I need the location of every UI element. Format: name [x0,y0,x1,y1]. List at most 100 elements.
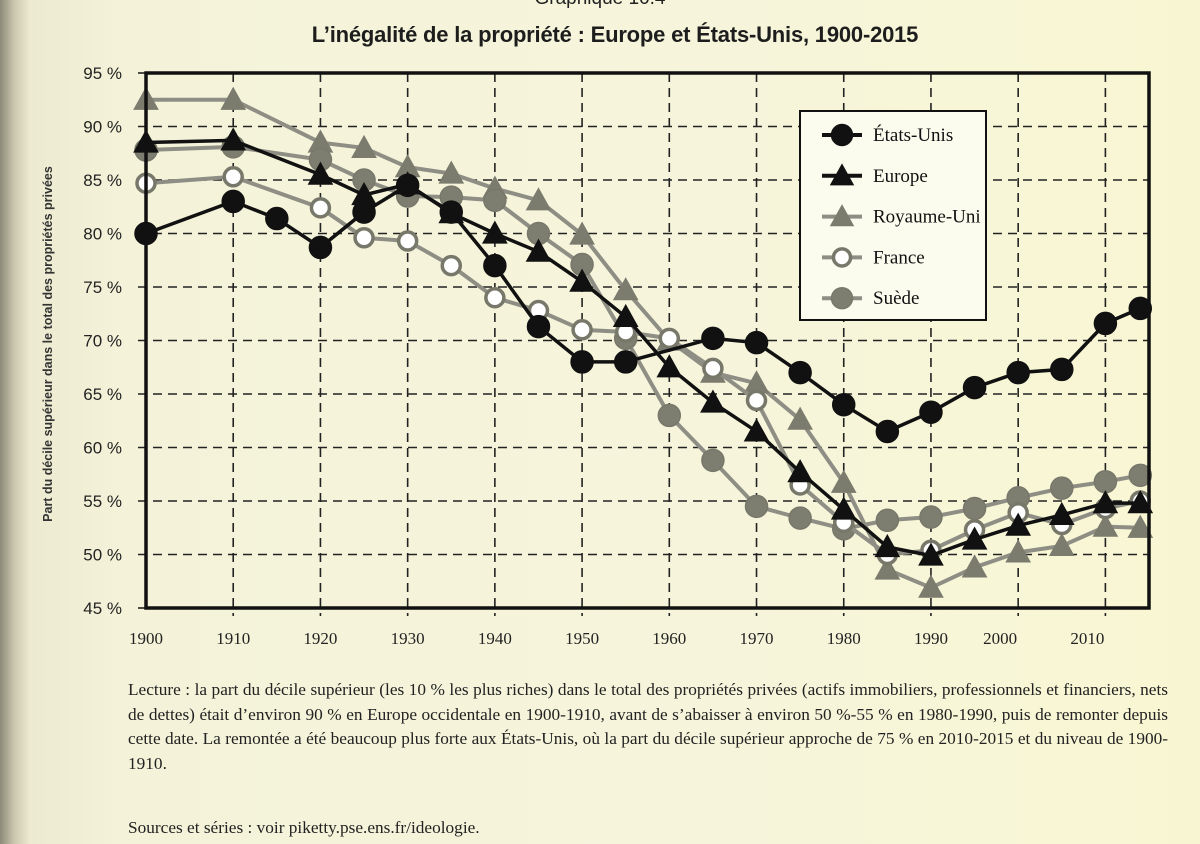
legend-label: États-Unis [873,124,953,146]
data-point [745,389,768,412]
data-point [788,360,812,385]
y-tick-label: 90 % [83,118,122,137]
data-point [613,350,638,374]
legend: États-Unis Europe Royaume-Uni France Suède [799,110,987,321]
y-tick-label: 45 % [83,599,122,618]
x-tick-label: 2010 [1070,629,1104,648]
data-point [961,526,988,550]
data-point [1092,490,1119,514]
x-tick-label: 1950 [565,629,599,648]
data-point [919,505,943,529]
data-point [569,268,595,292]
data-point [962,375,987,400]
line-chart: 45 % 50 % 55 % 60 % 65 % 70 % 75 % 80 % 85 % 90 %… [41,64,1154,648]
data-point [220,127,247,151]
data-point [220,86,247,110]
data-point [1006,360,1030,385]
data-point [831,392,856,417]
series-line [145,174,1141,557]
legend-label: Europe [873,166,928,187]
data-point [265,206,289,231]
x-tick-label: 1960 [652,629,686,648]
data-point [1092,513,1119,537]
x-tick-label: 1910 [216,629,250,648]
y-tick-label: 95 % [83,64,122,83]
data-point [787,459,813,483]
data-point [525,238,552,262]
series-line [146,97,1141,590]
series-royaume-uni [133,86,1154,598]
sources-note: Sources et séries : voir piketty.pse.ens… [128,818,480,837]
data-point [961,554,988,578]
data-point [482,220,508,244]
data-point [875,508,900,533]
x-tick-label: 1990 [914,629,948,648]
data-point [1093,469,1118,494]
data-point [1050,357,1074,382]
data-point [875,419,900,444]
data-point [1127,514,1154,538]
data-point [1048,501,1075,526]
axes: 45 % 50 % 55 % 60 % 65 % 70 % 75 % 80 % 85 % 90 %… [83,64,1151,648]
data-point [440,254,463,277]
data-point [1128,296,1153,321]
legend-label: Suède [873,288,919,309]
data-point [309,197,332,219]
y-tick-label: 85 % [83,171,122,190]
y-axis-label: Part du décile supérieur dans le total d… [41,166,55,522]
data-point [526,314,551,339]
data-point [438,160,465,184]
y-tick-label: 75 % [83,278,122,297]
x-tick-label: 2000 [983,629,1017,648]
data-point [787,406,813,430]
series--tats-unis [134,173,1153,444]
legend-marker [829,204,855,227]
data-point [874,556,901,580]
data-point [701,326,725,351]
x-tick-label: 1920 [303,629,337,648]
data-point [396,230,419,252]
caption: Lecture : la part du décile supérieur (l… [128,678,1168,776]
data-point [483,253,507,278]
x-tick-label: 1900 [129,629,163,648]
legend-marker [831,247,853,268]
data-point [918,574,944,598]
legend-marker [829,163,855,186]
data-point [525,187,552,211]
plot-frame [144,71,1151,610]
data-point [658,327,681,350]
data-point [1093,311,1118,336]
y-tick-label: 80 % [83,225,122,244]
legend-marker [830,123,854,147]
data-point [483,188,507,213]
x-tick-label: 1980 [827,629,861,648]
data-point [1005,512,1032,536]
data-point [395,173,420,198]
data-point [353,227,375,249]
data-point [307,161,334,185]
data-point [918,542,944,566]
series-layer [133,86,1154,598]
data-point [874,533,901,558]
data-point [221,189,245,214]
data-point [701,448,725,473]
data-point [830,496,857,520]
y-tick-label: 70 % [83,332,122,351]
data-point [612,277,639,301]
data-point [1127,490,1154,514]
data-point [702,357,724,380]
series-line [145,183,1141,434]
data-point [1005,539,1032,563]
chart-title: L’inégalité de la propriété : Europe et … [311,22,919,47]
data-point [743,418,770,442]
y-tick-label: 60 % [83,439,122,458]
data-point [919,400,943,424]
legend-marker [830,287,854,310]
legend-label: France [873,247,925,268]
data-point [222,166,244,188]
data-point [612,303,639,328]
y-tick-label: 65 % [83,385,122,404]
data-point [656,354,683,378]
y-tick-label: 55 % [83,492,122,511]
data-point [484,286,506,309]
